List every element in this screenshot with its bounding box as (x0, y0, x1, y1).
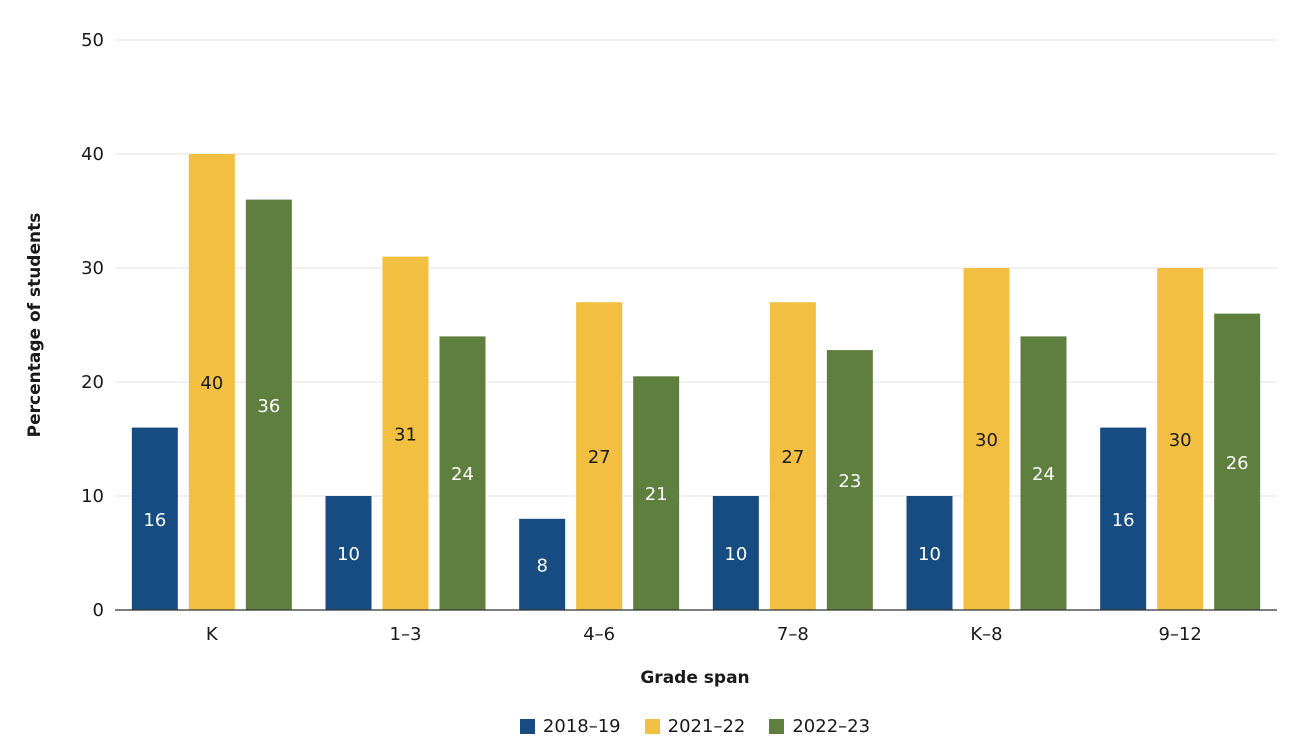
data-label: 10 (337, 544, 360, 565)
bar (131, 427, 178, 610)
legend-item-2018-19: 2018–19 (519, 716, 621, 737)
bar (439, 336, 486, 610)
data-label: 16 (143, 510, 166, 531)
y-tick-label: 20 (81, 372, 104, 393)
data-label: 8 (536, 555, 547, 576)
x-tick-label: 7–8 (777, 624, 809, 645)
bar (1157, 268, 1204, 610)
bar (906, 496, 953, 610)
y-axis-title: Percentage of students (25, 212, 45, 438)
data-label: 24 (451, 464, 474, 485)
data-label: 30 (1169, 430, 1192, 451)
x-tick-label: 9–12 (1158, 624, 1201, 645)
legend-item-2021-22: 2021–22 (644, 716, 746, 737)
x-tick-label: 4–6 (583, 624, 615, 645)
data-label: 31 (394, 424, 417, 445)
data-label: 27 (588, 447, 611, 468)
legend-swatch-2018-19 (519, 719, 535, 734)
bar (325, 496, 372, 610)
y-tick-label: 50 (81, 30, 104, 51)
data-label: 40 (200, 373, 223, 394)
data-label: 21 (645, 484, 668, 505)
bar (382, 256, 429, 610)
legend-item-2022-23: 2022–23 (769, 716, 870, 737)
y-tick-label: 40 (81, 144, 104, 165)
data-label: 23 (838, 471, 861, 492)
bar (769, 302, 816, 610)
bar (245, 199, 292, 610)
bar (188, 154, 235, 610)
bar (712, 496, 759, 610)
x-tick-label: 1–3 (390, 624, 422, 645)
bar (1214, 313, 1261, 610)
data-label: 36 (257, 396, 280, 417)
legend-label-2022-23: 2022–23 (792, 716, 871, 737)
gridlines (115, 39, 1277, 497)
legend: 2018–19 2021–22 2022–23 (0, 716, 1300, 737)
legend-label-2018-19: 2018–19 (542, 716, 621, 737)
legend-swatch-2021-22 (644, 719, 660, 734)
x-tick-label: K–8 (970, 624, 1002, 645)
bar (1100, 427, 1147, 610)
x-tick-label: K (206, 624, 219, 645)
data-label: 10 (724, 544, 747, 565)
y-tick-label: 10 (81, 486, 104, 507)
legend-swatch-2022-23 (769, 719, 785, 734)
bars: 16 40 36 10 31 24 8 27 21 10 27 23 10 30 24 16 30 26 (131, 154, 1261, 610)
y-tick-label: 30 (81, 258, 104, 279)
data-label: 10 (918, 544, 941, 565)
bar (633, 376, 680, 610)
data-label: 16 (1112, 510, 1135, 531)
data-label: 27 (781, 447, 804, 468)
data-label: 30 (975, 430, 998, 451)
bar (1020, 336, 1067, 610)
bar (519, 518, 566, 610)
bar (576, 302, 623, 610)
data-label: 24 (1032, 464, 1055, 485)
y-tick-label: 0 (93, 600, 104, 621)
axes: 0 10 20 30 40 50 K 1–3 4–6 7–8 K–8 9–12 (81, 30, 1277, 645)
x-axis-title: Grade span (640, 668, 750, 688)
legend-label-2021-22: 2021–22 (667, 716, 746, 737)
bar (963, 268, 1010, 610)
data-label: 26 (1226, 453, 1249, 474)
bar (826, 350, 873, 610)
